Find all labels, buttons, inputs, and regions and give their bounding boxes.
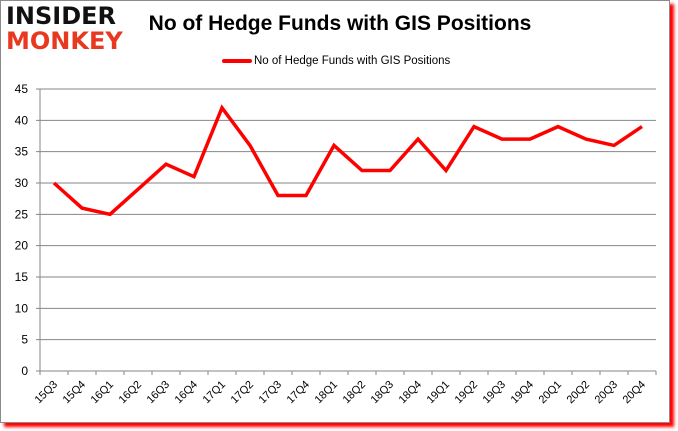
x-tick-label: 20Q4: [621, 379, 649, 407]
chart-title: No of Hedge Funds with GIS Positions: [148, 12, 532, 35]
logo-line2: MONKEY: [6, 27, 123, 55]
y-tick-label: 45: [15, 82, 29, 96]
x-tick-label: 20Q3: [593, 379, 621, 407]
x-tick-label: 18Q2: [341, 379, 369, 407]
x-tick-label: 18Q3: [369, 379, 397, 407]
y-tick-label: 10: [15, 301, 29, 315]
y-tick-label: 20: [15, 239, 29, 253]
y-tick-label: 15: [15, 270, 29, 284]
x-tick-label: 19Q1: [425, 379, 453, 407]
y-tick-label: 40: [15, 113, 29, 127]
y-tick-label: 5: [21, 333, 28, 347]
legend-line-icon: [222, 59, 252, 63]
x-tick-label: 17Q4: [285, 379, 313, 407]
y-tick-label: 25: [15, 207, 29, 221]
y-tick-label: 35: [15, 145, 29, 159]
x-tick-label: 16Q4: [173, 379, 201, 407]
y-tick-label: 0: [21, 364, 28, 378]
x-tick-label: 18Q4: [397, 379, 425, 407]
y-tick-label: 30: [15, 176, 29, 190]
x-tick-label: 16Q3: [145, 379, 173, 407]
legend-label: No of Hedge Funds with GIS Positions: [254, 55, 451, 67]
x-tick-label: 17Q3: [257, 379, 285, 407]
x-tick-label: 16Q2: [117, 379, 145, 407]
x-tick-label: 20Q1: [537, 379, 565, 407]
x-tick-label: 17Q2: [229, 379, 257, 407]
x-tick-label: 19Q4: [509, 379, 537, 407]
x-tick-label: 20Q2: [565, 379, 593, 407]
x-tick-label: 19Q3: [481, 379, 509, 407]
x-tick-label: 15Q3: [33, 379, 61, 407]
logo-line1: INSIDER: [6, 2, 117, 30]
x-tick-label: 17Q1: [201, 379, 229, 407]
x-tick-label: 19Q2: [453, 379, 481, 407]
x-tick-label: 16Q1: [89, 379, 117, 407]
insider-monkey-logo: INSIDER MONKEY: [6, 4, 128, 53]
x-tick-label: 18Q1: [313, 379, 341, 407]
chart-legend: No of Hedge Funds with GIS Positions: [222, 55, 450, 67]
x-tick-label: 15Q4: [61, 379, 89, 407]
series-line: [52, 104, 643, 217]
